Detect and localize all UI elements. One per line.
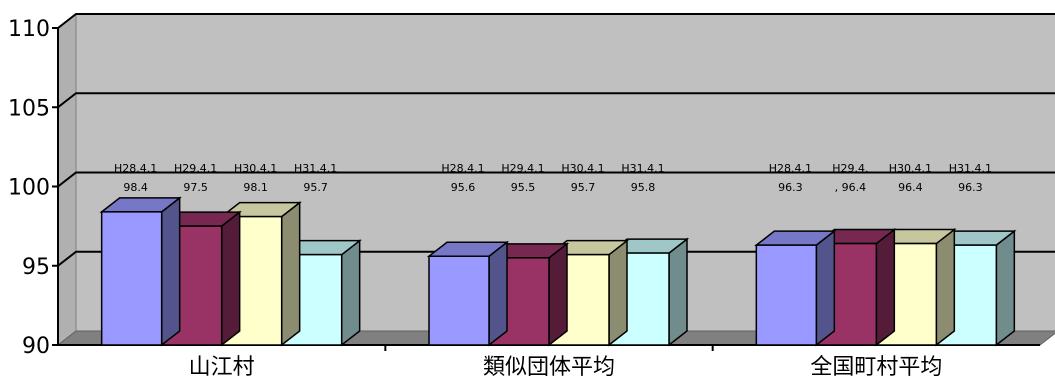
bar <box>159 210 242 347</box>
data-label-value: 95.7 <box>571 181 596 194</box>
x-category-label: 全国町村平均 <box>810 355 942 378</box>
x-category-label: 山江村 <box>189 355 255 378</box>
bar-side <box>548 242 568 347</box>
gridline <box>57 171 1055 188</box>
data-label-date: H29.4.1 <box>501 162 544 175</box>
y-tick-label: 95 <box>22 255 50 280</box>
bar-side <box>340 239 361 347</box>
bar-side <box>608 239 628 347</box>
y-tick-label: 90 <box>22 334 50 359</box>
data-label-value: , 96.4 <box>835 181 867 194</box>
data-label-value: 95.6 <box>451 181 476 194</box>
data-label-date: H30.4.1 <box>889 162 932 175</box>
y-tick-label: 110 <box>8 17 50 42</box>
bar-side <box>220 210 241 347</box>
data-label-date: H28.4.1 <box>441 162 484 175</box>
data-label-value: 97.5 <box>183 181 208 194</box>
bar-side <box>995 229 1016 347</box>
data-label-date: H30.4.1 <box>234 162 277 175</box>
data-label-value: 96.4 <box>898 181 923 194</box>
bar-side <box>280 201 301 347</box>
data-label-date: H29.4. <box>832 162 868 175</box>
data-label-value: 96.3 <box>958 181 983 194</box>
bar-side <box>160 196 181 347</box>
bar-side <box>815 229 836 347</box>
gridline <box>57 92 1055 109</box>
bar <box>426 240 510 347</box>
x-category-label: 類似団体平均 <box>483 355 615 378</box>
bar-front <box>428 255 490 346</box>
data-label-value: 95.5 <box>511 181 536 194</box>
bar <box>99 196 182 347</box>
gridline <box>57 250 1055 267</box>
data-label-date: H31.4.1 <box>621 162 664 175</box>
data-label-date: H30.4.1 <box>561 162 604 175</box>
bar-front <box>755 244 818 346</box>
bar-side <box>875 228 896 347</box>
data-label-value: 98.1 <box>243 181 268 194</box>
data-label-value: 95.7 <box>303 181 328 194</box>
data-label-date: H31.4.1 <box>294 162 337 175</box>
data-label-date: H31.4.1 <box>949 162 992 175</box>
bar-side <box>488 240 508 347</box>
bar <box>754 229 837 347</box>
bar-side <box>668 237 688 347</box>
bar-front <box>100 211 163 346</box>
data-label-value: 98.4 <box>123 181 148 194</box>
data-label-value: 95.8 <box>631 181 656 194</box>
y-tick-label: 100 <box>8 176 50 201</box>
data-label-value: 96.3 <box>778 181 803 194</box>
data-label-date: H28.4.1 <box>769 162 812 175</box>
data-label-date: H28.4.1 <box>114 162 157 175</box>
bar-side <box>935 228 956 347</box>
gridline <box>57 13 1055 29</box>
data-label-date: H29.4.1 <box>174 162 217 175</box>
y-tick-label: 105 <box>8 96 50 121</box>
